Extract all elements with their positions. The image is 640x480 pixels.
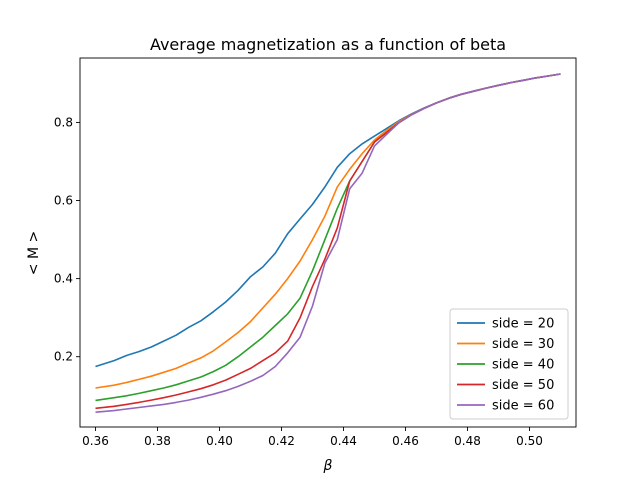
legend-label-2: side = 30	[492, 337, 554, 352]
y-tick-label: 0.6	[54, 194, 73, 208]
axes-frame	[79, 57, 577, 428]
x-tick-label: 0.40	[206, 434, 233, 448]
chart-title: Average magnetization as a function of b…	[150, 35, 506, 54]
x-tick-label: 0.44	[330, 434, 357, 448]
x-axis-label: β	[323, 458, 333, 474]
y-tick-label: 0.2	[54, 350, 73, 364]
legend-label-3: side = 40	[492, 358, 554, 373]
x-tick-label: 0.48	[454, 434, 481, 448]
legend-label-4: side = 50	[492, 378, 554, 393]
legend-label-1: side = 20	[492, 317, 554, 332]
x-axis-ticks: 0.36 0.38 0.40 0.42 0.44 0.46 0.48 0.50	[82, 427, 543, 448]
legend-box	[449, 308, 569, 420]
plot-area-border	[79, 57, 577, 428]
x-tick-label: 0.38	[144, 434, 171, 448]
x-tick-label: 0.50	[516, 434, 543, 448]
plot-content	[95, 73, 561, 413]
x-tick-label: 0.46	[392, 434, 419, 448]
y-tick-label: 0.4	[54, 272, 73, 286]
y-tick-label: 0.8	[54, 115, 73, 129]
y-axis-ticks: 0.2 0.4 0.6 0.8	[54, 115, 80, 364]
x-tick-label: 0.36	[82, 434, 109, 448]
y-axis-label: < M >	[26, 231, 42, 275]
legend-label-5: side = 60	[492, 399, 554, 414]
series-line-5	[95, 73, 561, 413]
legend: side = 20 side = 30 side = 40 side = 50 side…	[449, 308, 569, 420]
x-tick-label: 0.42	[268, 434, 295, 448]
